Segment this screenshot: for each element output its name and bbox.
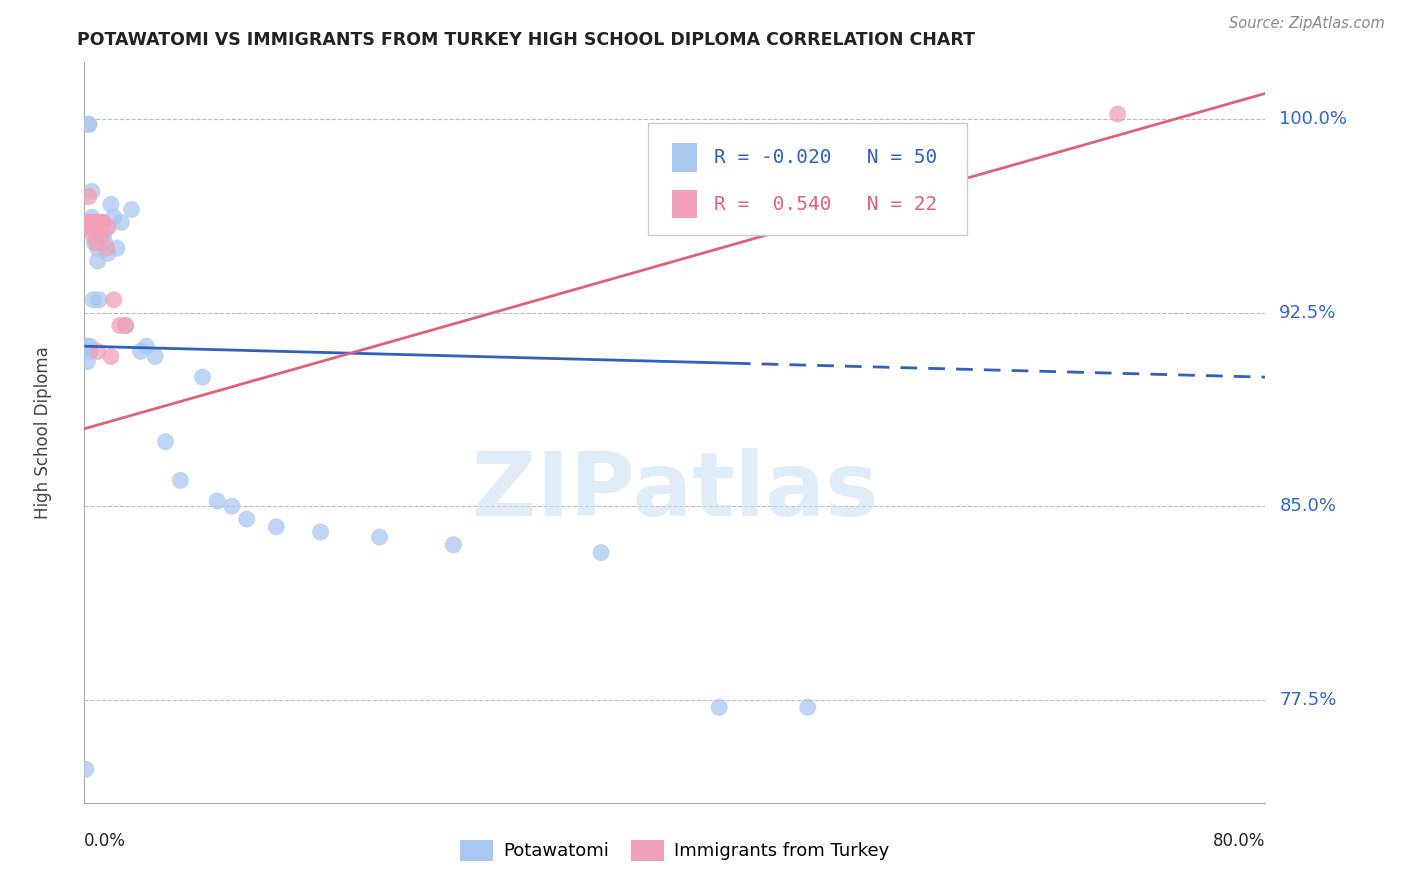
Point xyxy=(90,228,112,243)
Text: R =  0.540   N = 22: R = 0.540 N = 22 xyxy=(714,194,938,213)
Point xyxy=(108,318,131,333)
Point xyxy=(591,545,613,559)
Point xyxy=(82,228,104,243)
Point xyxy=(368,530,391,544)
Text: 85.0%: 85.0% xyxy=(1279,497,1336,516)
Point xyxy=(103,293,125,307)
Point xyxy=(169,474,191,488)
Point xyxy=(797,700,820,714)
Point xyxy=(87,215,111,229)
Text: ZIPatlas: ZIPatlas xyxy=(472,449,877,535)
Point xyxy=(80,185,103,199)
Point xyxy=(443,538,465,552)
Point xyxy=(207,494,229,508)
Point xyxy=(110,215,132,229)
Point xyxy=(96,220,118,235)
Point xyxy=(103,211,125,225)
Point xyxy=(83,215,105,229)
Point xyxy=(84,215,107,229)
Point xyxy=(266,520,288,534)
Text: High School Diploma: High School Diploma xyxy=(34,346,52,519)
Text: 100.0%: 100.0% xyxy=(1279,111,1347,128)
Point xyxy=(135,339,157,353)
Point xyxy=(77,215,100,229)
Point xyxy=(100,350,122,364)
Point xyxy=(221,499,243,513)
Point xyxy=(90,228,112,243)
Point xyxy=(94,235,117,250)
Point xyxy=(155,434,177,449)
Legend: Potawatomi, Immigrants from Turkey: Potawatomi, Immigrants from Turkey xyxy=(453,832,897,868)
Text: 0.0%: 0.0% xyxy=(84,832,127,850)
Point xyxy=(83,235,105,250)
Text: 92.5%: 92.5% xyxy=(1279,303,1337,322)
Point xyxy=(75,215,97,229)
Point xyxy=(96,241,118,255)
Point xyxy=(1107,107,1129,121)
Point xyxy=(709,700,731,714)
Point xyxy=(86,241,108,255)
Point xyxy=(79,339,101,353)
Point xyxy=(86,254,108,268)
Point xyxy=(76,354,98,368)
Point xyxy=(75,762,97,776)
Point xyxy=(84,228,107,243)
Text: Source: ZipAtlas.com: Source: ZipAtlas.com xyxy=(1229,16,1385,31)
Point xyxy=(114,318,136,333)
Point xyxy=(91,226,114,240)
Point xyxy=(236,512,259,526)
Point xyxy=(97,246,120,260)
Point xyxy=(93,228,115,243)
Point xyxy=(82,293,104,307)
Point xyxy=(80,211,103,225)
Point xyxy=(79,344,101,359)
Point xyxy=(77,117,100,131)
Point xyxy=(86,344,108,359)
Point xyxy=(76,220,98,235)
Point xyxy=(83,215,105,229)
Point xyxy=(77,117,100,131)
Point xyxy=(82,220,104,235)
Text: 80.0%: 80.0% xyxy=(1213,832,1265,850)
Point xyxy=(100,197,122,211)
Point xyxy=(87,220,111,235)
Point xyxy=(309,524,332,539)
Point xyxy=(82,215,104,229)
Point xyxy=(191,370,214,384)
Point xyxy=(87,293,111,307)
Point xyxy=(87,220,111,235)
Point xyxy=(86,215,108,229)
Point xyxy=(84,235,107,250)
Text: POTAWATOMI VS IMMIGRANTS FROM TURKEY HIGH SCHOOL DIPLOMA CORRELATION CHART: POTAWATOMI VS IMMIGRANTS FROM TURKEY HIG… xyxy=(77,31,976,49)
Point xyxy=(114,318,136,333)
Text: R = -0.020   N = 50: R = -0.020 N = 50 xyxy=(714,148,938,167)
Point xyxy=(91,215,114,229)
Point xyxy=(143,350,166,364)
Point xyxy=(91,215,114,229)
Point xyxy=(79,215,101,229)
Text: 77.5%: 77.5% xyxy=(1279,690,1337,708)
Point xyxy=(80,220,103,235)
Point xyxy=(93,215,115,229)
Point xyxy=(76,339,98,353)
Point xyxy=(97,220,120,235)
Point xyxy=(121,202,143,217)
Point xyxy=(129,344,152,359)
Point xyxy=(105,241,128,255)
Point xyxy=(77,189,100,203)
